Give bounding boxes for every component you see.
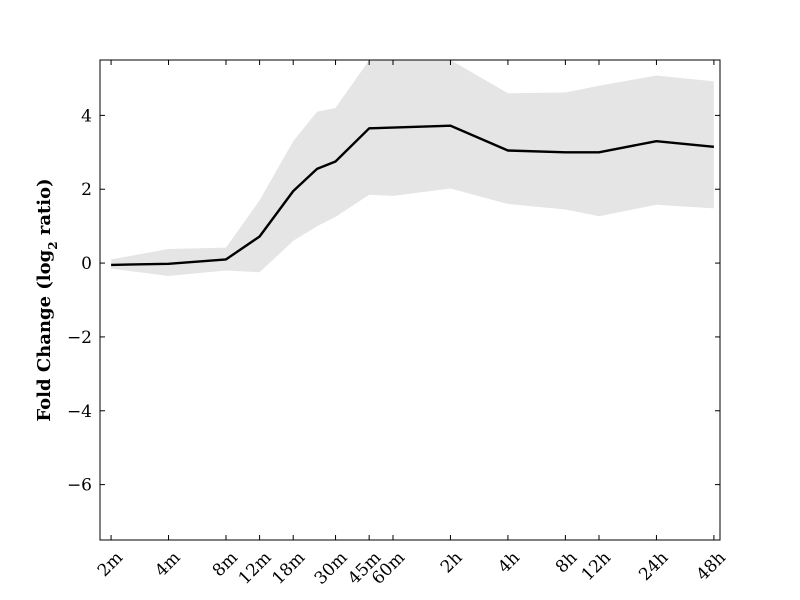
x-tick-label: 2h [437, 548, 467, 578]
y-tick-label: 4 [81, 106, 92, 126]
series-line-0 [111, 124, 715, 267]
x-tick-label: 4m [151, 548, 184, 581]
x-tick-label: 48h [693, 548, 730, 585]
x-tick-label: 24h [635, 548, 672, 585]
y-tick-label: −2 [67, 328, 92, 348]
y-axis-title-end: ratio) [34, 178, 55, 241]
x-tick-label: 12m [235, 548, 276, 589]
confidence-band-layer [111, 60, 714, 276]
y-axis-title-subscript: 2 [46, 241, 60, 249]
plot-frame [99, 59, 721, 541]
series-line-layer [111, 124, 715, 267]
x-tick-label: 4h [494, 548, 524, 578]
y-axis-title-main: Fold Change (log [34, 249, 55, 421]
y-tick-label: −4 [67, 402, 92, 422]
y-tick-label: 0 [81, 254, 92, 274]
y-tick-label: −6 [67, 476, 92, 496]
confidence-band [111, 60, 714, 276]
x-tick-label: 18m [268, 548, 309, 589]
y-axis-title: Fold Change (log2 ratio) [34, 178, 60, 421]
x-tick-label: 12h [578, 548, 615, 585]
x-tick-label: 8h [552, 548, 582, 578]
x-tick-label: 30m [311, 548, 352, 589]
y-tick-label: 2 [81, 180, 92, 200]
y-axis-ticks: 4 2 0 −2 −4 −6 [67, 106, 720, 496]
x-tick-label: 2m [94, 548, 127, 581]
